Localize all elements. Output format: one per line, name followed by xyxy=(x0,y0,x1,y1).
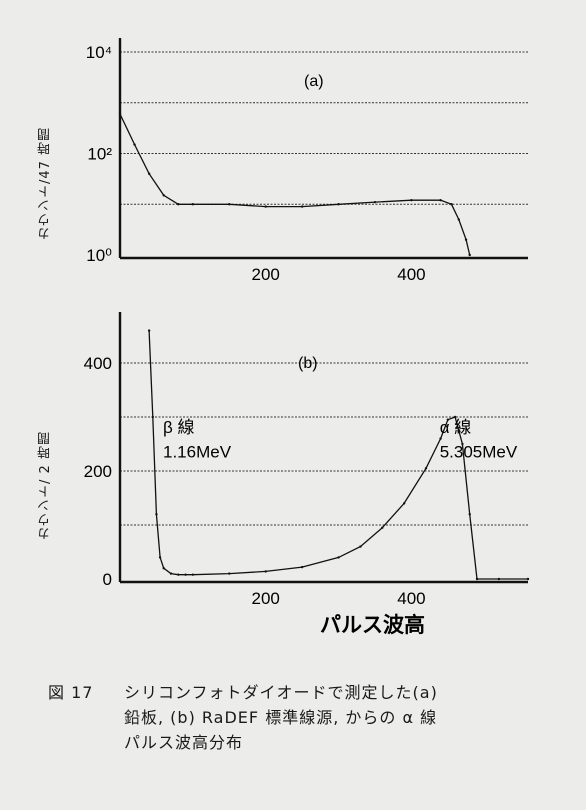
panel-a-y-axis-label: カウント/47 時間 xyxy=(38,126,53,240)
panel-a-y-tick-label: 10² xyxy=(87,145,112,164)
panel-b-x-tick-label: 400 xyxy=(397,589,425,608)
panel-a-data-point xyxy=(147,172,151,175)
caption-line-2: 鉛板, (b) RaDEF 標準線源, からの α 線 xyxy=(124,708,438,727)
panel-a-chart: 10⁰ 10² 10⁴ 200 400 (a) xyxy=(86,38,528,284)
panel-b-data-point xyxy=(151,415,154,419)
panel-b-data-point xyxy=(147,329,151,332)
panel-b-data-point xyxy=(184,573,187,576)
panel-a-y-tick-label: 10⁴ xyxy=(86,43,112,62)
panel-a-x-tick-label: 400 xyxy=(397,265,425,284)
panel-b-data-point xyxy=(424,467,428,470)
panel-a-label: (a) xyxy=(304,73,324,90)
panel-a-data-point xyxy=(410,199,413,202)
panel-b-data-point xyxy=(158,556,162,559)
panel-b-y-tick-label: 0 xyxy=(103,570,112,589)
figure-caption: 図 17 シリコンフォトダイオードで測定した(a) 鉛板, (b) RaDEF 標… xyxy=(48,680,568,755)
panel-a-data-point xyxy=(439,199,442,202)
panel-a-data-point xyxy=(468,253,471,257)
panel-b-data-point xyxy=(162,567,165,570)
panel-a-grid xyxy=(120,51,528,205)
panel-b-data-point xyxy=(337,556,340,559)
panel-b-data-point xyxy=(264,570,267,573)
panel-b-label: (b) xyxy=(298,355,318,372)
panel-b-data-point xyxy=(439,437,442,440)
panel-b-data-point xyxy=(475,577,479,581)
panel-a-data-point xyxy=(118,112,122,116)
panel-b-data-point xyxy=(497,577,501,581)
panel-b-chart: 0 200 400 200 400 (b) パルス波高 β 線 1.16MeV α 線 5.3… xyxy=(84,312,530,637)
panel-b-annotation: 1.16MeV xyxy=(163,443,232,462)
panel-a-data-point xyxy=(373,200,377,204)
panel-a-data-point xyxy=(177,203,180,206)
panel-b-data-point xyxy=(228,572,231,575)
panel-b-data-point xyxy=(169,572,173,575)
panel-b-data-point xyxy=(359,545,362,548)
panel-a-data-point xyxy=(457,218,460,221)
panel-b-data-point xyxy=(155,513,158,516)
panel-b-x-tick-label: 200 xyxy=(252,589,280,608)
caption-number: 図 17 xyxy=(48,683,94,702)
panel-b-data-point xyxy=(300,565,304,569)
caption-line-1: 図 17 シリコンフォトダイオードで測定した(a) xyxy=(48,680,568,705)
panel-a-data-point xyxy=(450,203,453,206)
panel-b-data-point xyxy=(453,415,457,419)
panel-b-annotation: β 線 xyxy=(163,418,195,437)
panel-b-annotation: α 線 xyxy=(440,418,472,437)
panel-b-y-tick-label: 200 xyxy=(84,462,112,481)
panel-a-data-point xyxy=(162,194,165,197)
panel-a-data-point xyxy=(133,143,136,146)
panel-a-y-tick-label: 10⁰ xyxy=(86,246,112,265)
panel-b-data-point xyxy=(446,418,450,421)
panel-a-data-point xyxy=(191,203,195,206)
panel-b-annotation: 5.305MeV xyxy=(440,443,518,462)
panel-a-data-point xyxy=(228,203,231,206)
panel-b-x-axis-label: パルス波高 xyxy=(320,613,425,637)
panel-a-data-point xyxy=(464,238,468,241)
panel-b-data-point xyxy=(191,573,195,576)
figure: 10⁰ 10² 10⁴ 200 400 (a) 0 200 400 200 400 (b) パル… xyxy=(84,38,530,637)
panel-a-data-point xyxy=(337,203,340,206)
panel-b-y-axis-label: カウント/ 2 時間 xyxy=(38,431,53,540)
panel-b-grid xyxy=(120,362,528,526)
panel-b-y-tick-label: 400 xyxy=(84,354,112,373)
panel-a-data-point xyxy=(264,205,267,208)
panel-b-data-point xyxy=(461,442,464,446)
panel-b-data-point xyxy=(177,573,180,576)
panel-b-data-point xyxy=(381,526,384,529)
panel-a-data-point xyxy=(300,205,304,208)
panel-b-data-point xyxy=(402,502,406,505)
panel-b-data-point xyxy=(526,577,530,581)
caption-line-3: パルス波高分布 xyxy=(124,733,244,752)
panel-a-series-line xyxy=(119,113,471,256)
caption-text-1: シリコンフォトダイオードで測定した(a) xyxy=(124,683,438,702)
panel-b-data-point xyxy=(468,513,471,516)
panel-a-x-tick-label: 200 xyxy=(252,265,280,284)
